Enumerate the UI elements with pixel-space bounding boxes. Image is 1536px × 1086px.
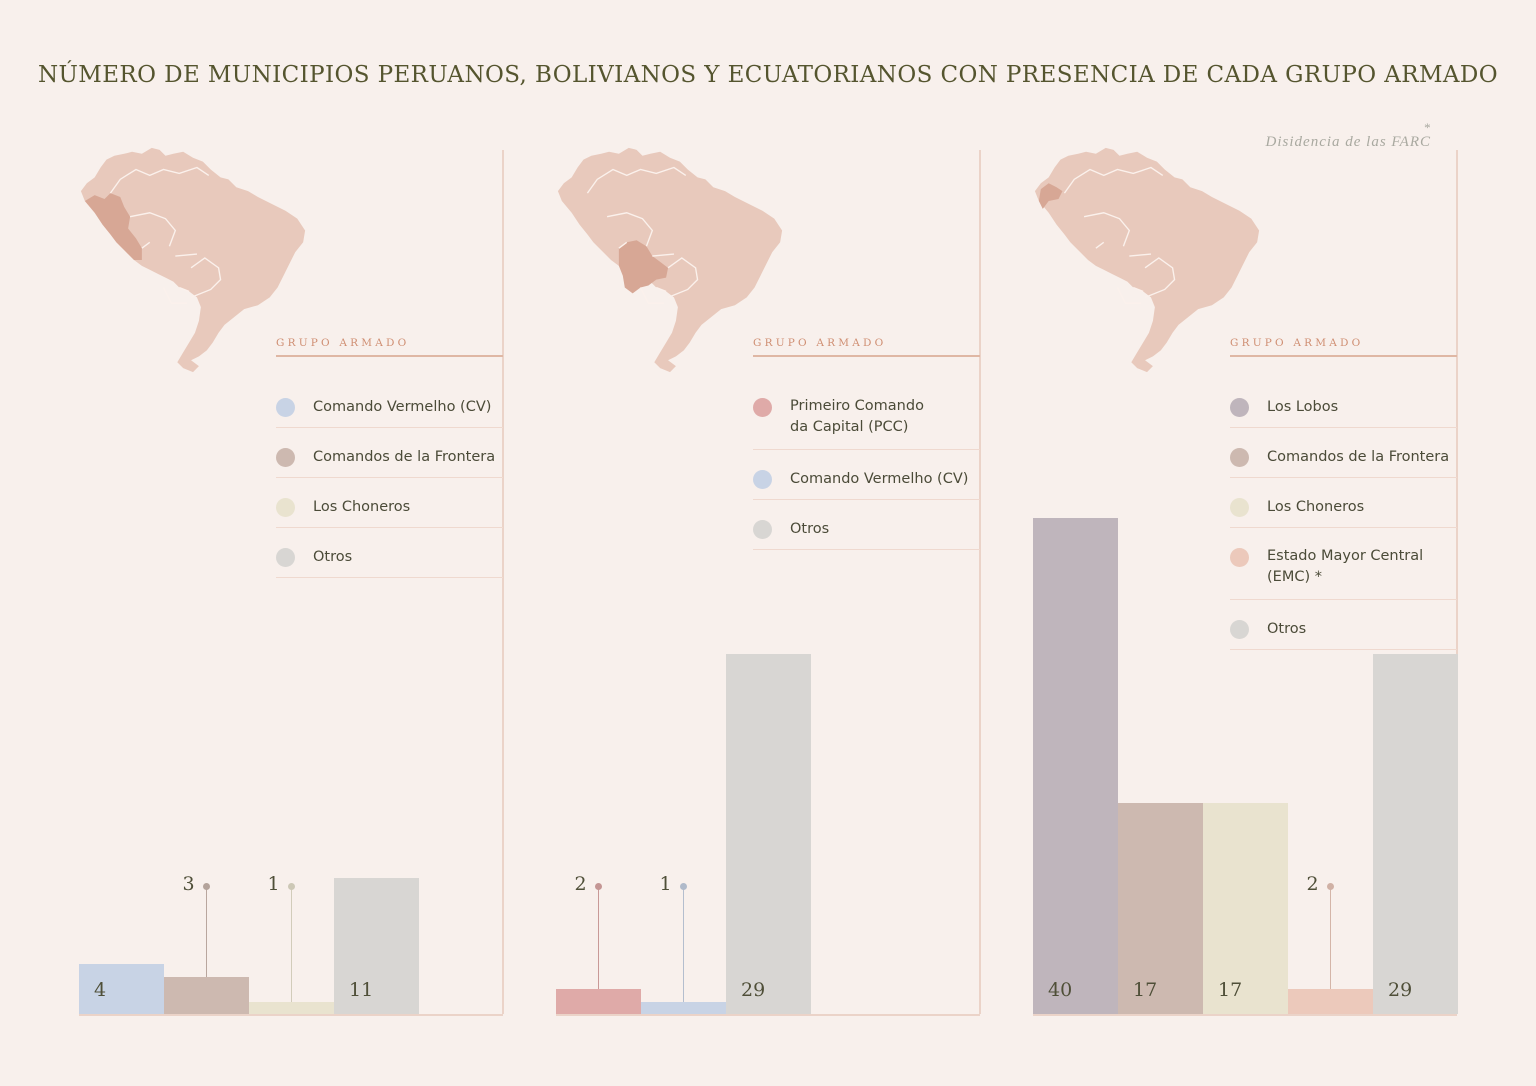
panel-divider bbox=[1456, 150, 1458, 1014]
legend-item: Comandos de la Frontera bbox=[276, 428, 503, 478]
bar bbox=[641, 1001, 726, 1014]
bar bbox=[79, 964, 164, 1014]
legend-item: Estado Mayor Central (EMC) * bbox=[1230, 528, 1457, 600]
bar-label-stem bbox=[290, 886, 293, 1002]
page-title: NÚMERO DE MUNICIPIOS PERUANOS, BOLIVIANO… bbox=[37, 62, 1499, 88]
legend-label: Otros bbox=[790, 521, 830, 537]
legend-item: Los Lobos bbox=[1230, 378, 1457, 428]
legend-label: Primeiro Comando da Capital (PCC) bbox=[790, 398, 924, 435]
bar bbox=[164, 976, 249, 1014]
map-highlight-peru bbox=[84, 193, 142, 260]
legend-item: Los Choneros bbox=[1230, 478, 1457, 528]
south-america-map-ecuador bbox=[1034, 147, 1260, 373]
legend-item: Comandos de la Frontera bbox=[1230, 428, 1457, 478]
footnote-text: Disidencia de las FARC bbox=[1265, 134, 1431, 150]
bar-value-label: 2 bbox=[1306, 873, 1319, 895]
legend-item: Comando Vermelho (CV) bbox=[753, 450, 980, 500]
legend-label: Comando Vermelho (CV) bbox=[790, 471, 969, 487]
bar bbox=[249, 1001, 334, 1014]
bar-value-label: 11 bbox=[349, 979, 374, 1001]
footnote: * Disidencia de las FARC bbox=[1265, 120, 1431, 151]
legend-swatch bbox=[753, 520, 772, 539]
map-continent bbox=[557, 147, 783, 373]
bar-value-label: 1 bbox=[267, 873, 280, 895]
legend-swatch bbox=[1230, 548, 1249, 567]
bar-value-label: 3 bbox=[182, 873, 195, 895]
legend-swatch bbox=[1230, 498, 1249, 517]
legend-swatch bbox=[753, 398, 772, 417]
bar-label-dot bbox=[680, 882, 687, 890]
legend-item: Primeiro Comando da Capital (PCC) bbox=[753, 378, 980, 450]
bar-value-label: 29 bbox=[741, 979, 766, 1001]
panel-baseline bbox=[79, 1014, 503, 1016]
bar-label-dot bbox=[595, 882, 602, 890]
map-borders bbox=[1063, 166, 1176, 304]
legend-swatch bbox=[1230, 448, 1249, 467]
bar-label-dot bbox=[288, 882, 295, 890]
map-highlight-ecuador bbox=[1038, 183, 1063, 209]
bar bbox=[1033, 518, 1118, 1014]
bar bbox=[556, 989, 641, 1014]
bar-value-label: 17 bbox=[1133, 979, 1158, 1001]
bar-value-label: 17 bbox=[1218, 979, 1243, 1001]
legend-heading-rule bbox=[276, 355, 503, 357]
legend-heading: GRUPO ARMADO bbox=[753, 337, 887, 349]
bar-label-dot bbox=[203, 882, 210, 890]
map-continent bbox=[80, 147, 306, 373]
bar-value-label: 1 bbox=[659, 873, 672, 895]
bar bbox=[1373, 654, 1458, 1014]
legend-item: Otros bbox=[1230, 600, 1457, 650]
south-america-map-peru bbox=[80, 147, 306, 373]
legend-heading: GRUPO ARMADO bbox=[1230, 337, 1364, 349]
legend-swatch bbox=[1230, 620, 1249, 639]
legend-label: Comandos de la Frontera bbox=[313, 449, 496, 465]
legend-swatch bbox=[753, 470, 772, 489]
bar-label-stem bbox=[205, 886, 208, 977]
map-highlight-bolivia bbox=[618, 240, 669, 294]
panel-baseline bbox=[1033, 1014, 1457, 1016]
bar bbox=[334, 877, 419, 1014]
legend-item: Comando Vermelho (CV) bbox=[276, 378, 503, 428]
legend-label: Otros bbox=[313, 549, 353, 565]
legend-swatch bbox=[276, 398, 295, 417]
bar-label-dot bbox=[1327, 882, 1334, 890]
legend-swatch bbox=[276, 548, 295, 567]
bar bbox=[726, 654, 811, 1014]
panel-baseline bbox=[556, 1014, 980, 1016]
legend-swatch bbox=[276, 448, 295, 467]
bar-value-label: 2 bbox=[574, 873, 587, 895]
bar-value-label: 29 bbox=[1388, 979, 1413, 1001]
bar-value-label: 4 bbox=[94, 979, 107, 1001]
map-borders bbox=[586, 166, 699, 304]
map-continent bbox=[1034, 147, 1260, 373]
bar bbox=[1288, 989, 1373, 1014]
bar-label-stem bbox=[682, 886, 685, 1002]
legend-label: Otros bbox=[1267, 621, 1307, 637]
bar-label-stem bbox=[597, 886, 600, 990]
legend-item: Los Choneros bbox=[276, 478, 503, 528]
legend-label: Los Lobos bbox=[1267, 399, 1339, 415]
map-borders bbox=[109, 166, 222, 304]
legend-heading-rule bbox=[753, 355, 980, 357]
panel-divider bbox=[502, 150, 504, 1014]
panel-divider bbox=[979, 150, 981, 1014]
legend-item: Otros bbox=[753, 500, 980, 550]
bar bbox=[1118, 803, 1203, 1014]
footnote-marker: * bbox=[1423, 120, 1431, 135]
legend-label: Estado Mayor Central (EMC) * bbox=[1267, 548, 1424, 585]
legend-swatch bbox=[1230, 398, 1249, 417]
legend-label: Los Choneros bbox=[1267, 499, 1365, 515]
legend-heading: GRUPO ARMADO bbox=[276, 337, 410, 349]
legend-heading-rule bbox=[1230, 355, 1457, 357]
bar-value-label: 40 bbox=[1048, 979, 1073, 1001]
legend-label: Comandos de la Frontera bbox=[1267, 449, 1450, 465]
legend-label: Los Choneros bbox=[313, 499, 411, 515]
legend-label: Comando Vermelho (CV) bbox=[313, 399, 492, 415]
legend-item: Otros bbox=[276, 528, 503, 578]
bar-label-stem bbox=[1329, 886, 1332, 990]
south-america-map-bolivia bbox=[557, 147, 783, 373]
bar bbox=[1203, 803, 1288, 1014]
legend-swatch bbox=[276, 498, 295, 517]
